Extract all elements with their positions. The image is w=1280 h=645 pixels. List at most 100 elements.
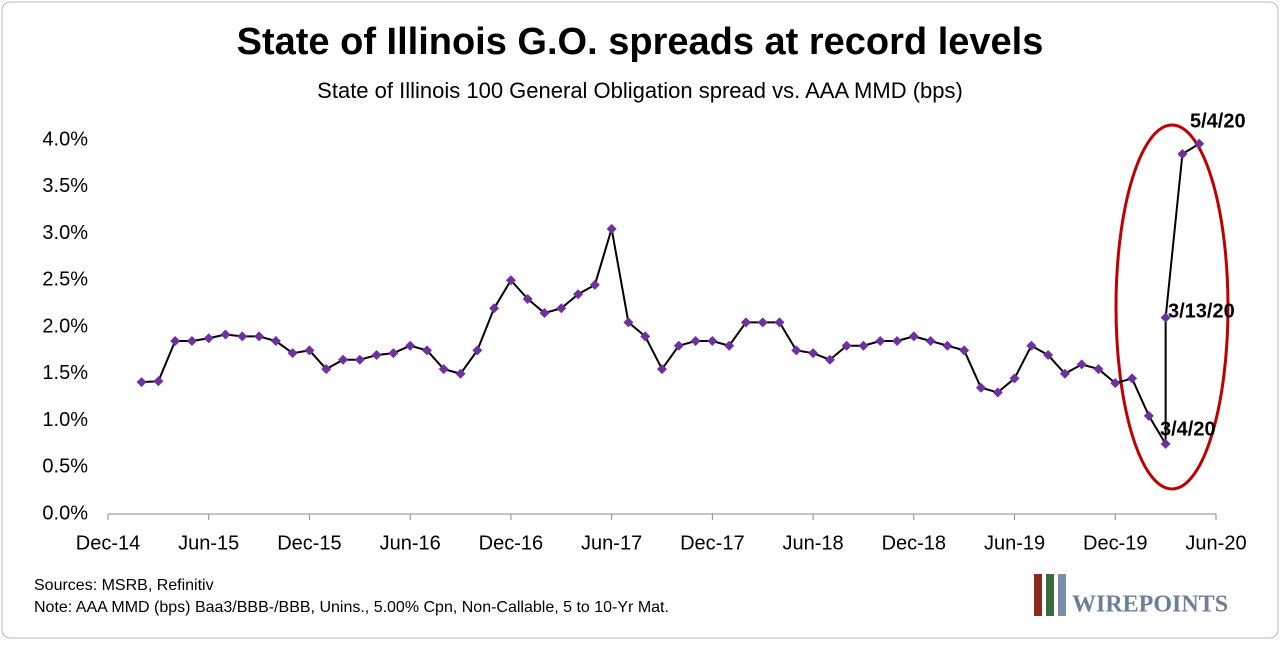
x-tick-label: Jun-17 — [581, 532, 642, 554]
data-point — [153, 376, 164, 387]
x-tick-label: Jun-16 — [380, 532, 441, 554]
x-tick-label: Dec-19 — [1083, 532, 1147, 554]
data-point — [640, 331, 651, 342]
data-point — [1143, 410, 1154, 421]
data-point — [791, 345, 802, 356]
chart-title: State of Illinois G.O. spreads at record… — [237, 21, 1044, 63]
data-point — [757, 317, 768, 328]
data-point — [455, 368, 466, 379]
data-point — [623, 317, 634, 328]
data-point — [203, 333, 214, 344]
data-point — [657, 364, 667, 375]
data-point — [539, 307, 550, 318]
data-point — [1076, 359, 1087, 370]
logo-text: WIREPOINTS — [1072, 592, 1228, 618]
y-tick-label: 1.0% — [42, 409, 88, 431]
data-point — [237, 331, 248, 342]
note: Note: AAA MMD (bps) Baa3/BBB-/BBB, Unins… — [34, 599, 669, 616]
data-point — [304, 345, 315, 356]
data-point — [841, 340, 852, 351]
data-point — [875, 336, 886, 347]
data-point — [388, 348, 399, 359]
data-point — [942, 340, 953, 351]
data-point — [354, 354, 365, 365]
data-point — [992, 387, 1003, 398]
data-point — [724, 340, 735, 351]
data-point — [707, 336, 718, 347]
y-tick-label: 2.0% — [42, 315, 88, 337]
data-point — [774, 317, 785, 328]
logo-bar — [1058, 574, 1066, 616]
y-tick-label: 2.5% — [42, 269, 88, 291]
data-point — [959, 345, 970, 356]
data-point — [186, 336, 197, 347]
data-point — [690, 336, 701, 347]
data-point — [489, 303, 500, 314]
data-point — [1093, 364, 1104, 375]
data-point — [1009, 373, 1020, 384]
data-point — [1160, 438, 1171, 449]
x-tick-label: Dec-16 — [479, 532, 543, 554]
x-tick-label: Dec-15 — [277, 532, 341, 554]
y-tick-label: 1.5% — [42, 362, 88, 384]
data-point — [136, 377, 147, 388]
data-point — [321, 364, 332, 375]
sources: Sources: MSRB, Refinitiv — [34, 577, 214, 594]
data-point — [1177, 149, 1188, 160]
data-point — [338, 354, 349, 365]
data-point — [220, 329, 231, 340]
data-point — [1059, 368, 1070, 379]
data-point — [925, 336, 936, 347]
highlight-ellipse — [1114, 123, 1230, 491]
data-point — [438, 364, 449, 375]
data-point — [606, 223, 617, 234]
y-tick-label: 0.5% — [42, 456, 88, 478]
data-point — [589, 279, 600, 290]
annotation: 5/4/20 — [1190, 110, 1246, 132]
data-point — [270, 336, 281, 347]
annotation: 3/13/20 — [1168, 300, 1235, 322]
data-point — [1127, 373, 1138, 384]
data-point — [1194, 138, 1205, 149]
data-point — [421, 345, 432, 356]
y-tick-label: 3.5% — [42, 175, 88, 197]
logo: WIREPOINTS — [1034, 574, 1228, 618]
y-tick-label: 3.0% — [42, 222, 88, 244]
data-point — [975, 382, 986, 393]
x-tick-label: Jun-20 — [1185, 532, 1246, 554]
data-point — [1043, 350, 1054, 361]
data-point — [371, 350, 382, 361]
logo-bar — [1046, 574, 1054, 616]
data-point — [522, 293, 533, 304]
data-point — [170, 336, 181, 347]
data-point — [1110, 378, 1121, 389]
x-tick-label: Jun-15 — [178, 532, 239, 554]
data-point — [556, 303, 567, 314]
data-point — [405, 340, 416, 351]
x-tick-label: Dec-14 — [76, 532, 140, 554]
data-point — [673, 340, 684, 351]
x-tick-label: Dec-17 — [680, 532, 744, 554]
data-point — [287, 348, 298, 359]
logo-bar — [1034, 574, 1042, 616]
data-point — [472, 345, 483, 356]
data-point — [824, 354, 835, 365]
data-point — [740, 317, 751, 328]
data-point — [892, 336, 903, 347]
data-point — [1026, 340, 1037, 351]
data-point — [808, 348, 819, 359]
data-point — [1160, 312, 1171, 323]
x-tick-label: Jun-18 — [783, 532, 844, 554]
x-tick-label: Dec-18 — [882, 532, 946, 554]
data-point — [908, 331, 919, 342]
data-point — [573, 289, 584, 300]
data-point — [858, 340, 869, 351]
x-tick-label: Jun-19 — [984, 532, 1045, 554]
data-point — [505, 275, 516, 286]
data-point — [254, 331, 265, 342]
y-tick-label: 0.0% — [42, 502, 88, 524]
y-tick-label: 4.0% — [42, 128, 88, 150]
chart-subtitle: State of Illinois 100 General Obligation… — [317, 78, 963, 103]
